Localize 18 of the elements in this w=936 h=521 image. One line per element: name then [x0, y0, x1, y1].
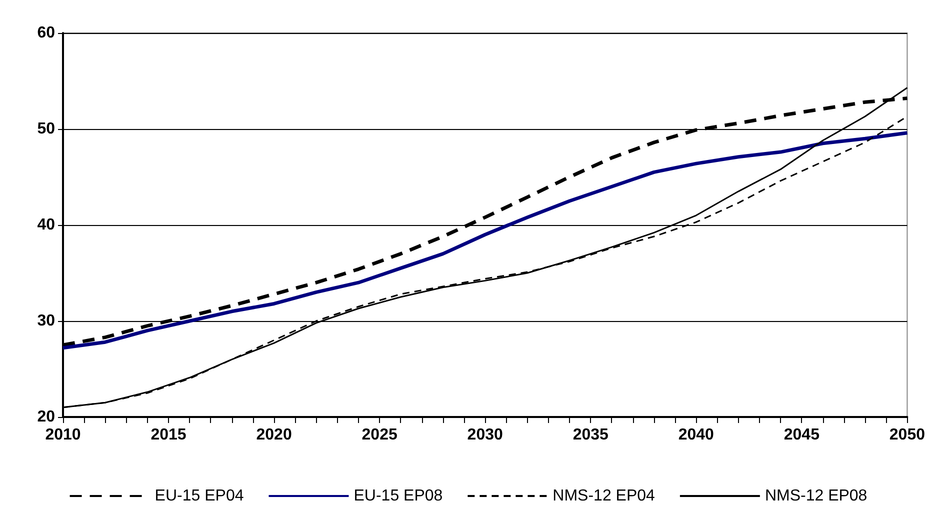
y-tick-label: 20 [37, 408, 56, 426]
y-tick-label: 60 [37, 24, 56, 42]
legend-label: NMS-12 EP04 [552, 488, 656, 504]
y-tick-label: 30 [37, 312, 56, 330]
x-tick-label: 2030 [467, 426, 503, 444]
x-tick-label: 2045 [784, 426, 820, 444]
x-tick-label: 2040 [678, 426, 714, 444]
x-tick-label: 2010 [45, 426, 81, 444]
x-tick-label: 2035 [572, 426, 609, 444]
x-tick-label: 2025 [362, 426, 398, 444]
legend-label: NMS-12 EP08 [764, 488, 868, 504]
x-tick-label: 2015 [150, 426, 186, 444]
y-tick-label: 40 [37, 216, 56, 234]
x-tick-label: 2050 [889, 426, 926, 444]
x-tick-label: 2020 [256, 426, 292, 444]
legend-label: EU-15 EP08 [354, 488, 443, 504]
legend-label: EU-15 EP04 [154, 488, 244, 504]
y-tick-label: 50 [37, 120, 56, 138]
